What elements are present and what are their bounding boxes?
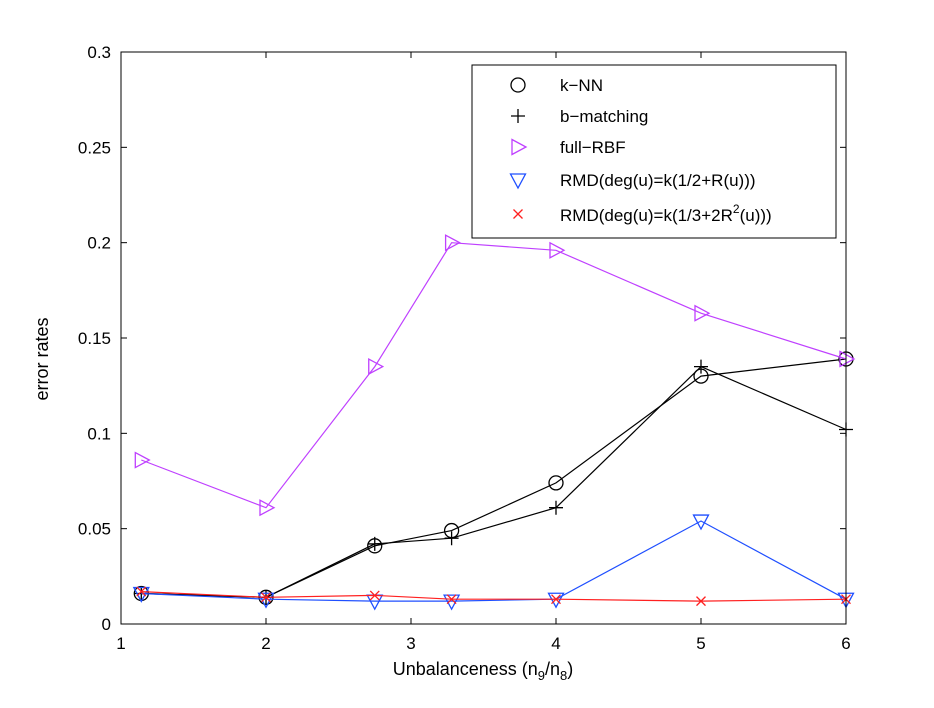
- y-tick-label-0.05: 0.05: [78, 520, 111, 539]
- legend-label-bmatching: b−matching: [560, 107, 648, 126]
- legend-markers: [509, 77, 528, 219]
- data-point-rbf-3: [444, 234, 461, 252]
- data-point-rbf-0: [134, 451, 151, 469]
- series-bmatch: [134, 359, 853, 605]
- data-point-rbf-6: [839, 350, 856, 368]
- data-point-bmatch-4: [549, 500, 563, 515]
- data-point-rmd1-5: [692, 514, 710, 531]
- y-tick-label-0.15: 0.15: [78, 329, 111, 348]
- data-point-knn-4: [548, 475, 564, 491]
- series-line-knn: [141, 358, 847, 598]
- data-point-rbf-5: [694, 304, 711, 322]
- y-tick-label-0.2: 0.2: [87, 234, 111, 253]
- data-point-rmd2-0: [136, 586, 147, 597]
- data-point-rbf-2: [368, 358, 385, 376]
- legend-label-knn: k−NN: [560, 76, 603, 95]
- x-tick-label-5: 5: [696, 634, 705, 653]
- data-point-bmatch-2: [367, 536, 382, 551]
- series-line-rmd1: [141, 520, 847, 602]
- data-point-rmd2-3: [446, 594, 457, 605]
- legend-marker-rbf: [511, 138, 528, 156]
- x-tick-label-1: 1: [116, 634, 125, 653]
- data-point-rmd2-5: [696, 596, 706, 607]
- series-rbf: [134, 234, 856, 517]
- data-point-rmd1-3: [443, 594, 461, 611]
- series-line-bmatch: [141, 365, 847, 598]
- legend-marker-rmd1: [509, 173, 527, 190]
- y-tick-label-0: 0: [102, 615, 111, 634]
- legend-marker-knn: [510, 77, 526, 93]
- series-line-rmd2: [141, 591, 847, 602]
- data-point-rmd2-4: [551, 594, 561, 605]
- axes-layer: 1 2 3 4 5 6 0 0.05 0.1 0.15 0.2 0.25 0.3: [78, 43, 851, 653]
- series-rmd1: [132, 514, 855, 611]
- y-tick-label-0.1: 0.1: [87, 424, 111, 443]
- legend: k−NN b−matching full−RBF RMD(deg(u)=k(1/…: [471, 64, 837, 239]
- y-tick-label-0.3: 0.3: [87, 43, 111, 62]
- data-point-bmatch-3: [444, 531, 459, 546]
- y-axis-label: error rates: [32, 317, 52, 400]
- x-tick-label-3: 3: [406, 634, 415, 653]
- x-tick-label-2: 2: [261, 634, 270, 653]
- series-line-rbf: [141, 242, 847, 509]
- legend-marker-rmd2: [513, 209, 523, 219]
- data-point-rmd2-2: [369, 590, 380, 601]
- legend-label-full-rbf: full−RBF: [560, 138, 626, 157]
- x-tick-label-4: 4: [551, 634, 560, 653]
- data-point-rmd1-4: [547, 592, 565, 609]
- legend-label-rmd2: RMD(deg(u)=k(1/3+2R2(u))): [560, 202, 772, 225]
- y-tick-label-0.25: 0.25: [78, 138, 111, 157]
- data-point-rbf-1: [259, 499, 276, 517]
- data-point-rbf-4: [549, 241, 566, 259]
- x-axis-label: Unbalanceness (n9/n8): [393, 659, 574, 683]
- x-tick-label-6: 6: [841, 634, 850, 653]
- data-point-bmatch-5: [694, 359, 708, 374]
- data-point-rmd2-1: [261, 592, 271, 603]
- legend-marker-bmatch: [511, 109, 525, 123]
- series-knn: [133, 351, 854, 605]
- series-rmd2: [136, 586, 851, 607]
- legend-box: [471, 64, 837, 239]
- data-point-rmd1-2: [366, 594, 384, 611]
- series-layer: [132, 234, 856, 611]
- legend-label-rmd1: RMD(deg(u)=k(1/2+R(u))): [560, 171, 756, 190]
